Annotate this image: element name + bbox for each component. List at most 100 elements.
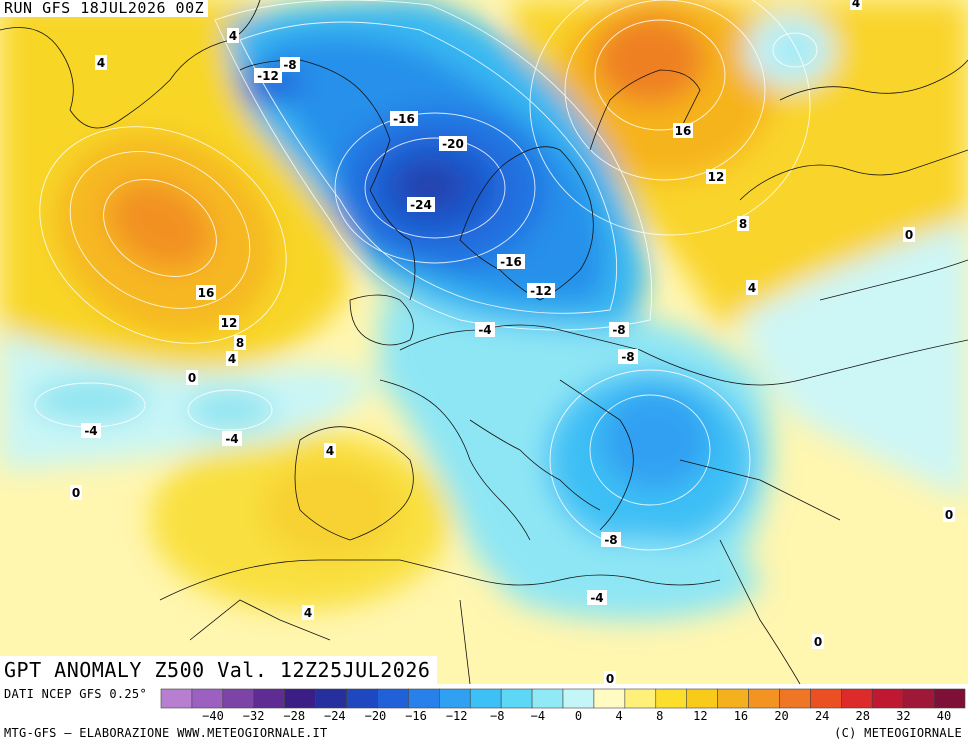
contour-label-bg <box>196 285 216 300</box>
contour-label-bg <box>903 227 915 242</box>
colorbar-tick-label: 40 <box>937 709 951 723</box>
colorbar-swatch <box>253 688 285 709</box>
contour-label: 16 <box>198 286 215 300</box>
colorbar-tick-label: 24 <box>815 709 829 723</box>
colorbar-swatch <box>500 688 533 709</box>
contour-label: -8 <box>621 350 634 364</box>
colorbar-swatch <box>469 688 502 709</box>
contour-label: -20 <box>442 137 464 151</box>
contour-label: 4 <box>229 29 237 43</box>
source-text: DATI NCEP GFS 0.25° <box>4 687 147 701</box>
colorbar-swatch <box>717 688 749 709</box>
contour-label: 4 <box>748 281 756 295</box>
contour-label-bg <box>497 254 525 269</box>
anomaly-shading <box>0 0 968 620</box>
contour-label-bg <box>324 443 336 458</box>
contour-label-bg <box>390 111 418 126</box>
colorbar-swatch <box>346 688 378 709</box>
contour-label-bg <box>95 55 107 70</box>
colorbar-swatch <box>160 688 193 709</box>
contour-label-bg <box>254 68 282 83</box>
colorbar-swatch <box>593 688 626 709</box>
colorbar-tick-label: 28 <box>856 709 870 723</box>
colorbar-swatch <box>933 688 966 709</box>
contour-label-bg <box>475 322 495 337</box>
colorbar-swatch <box>624 688 657 709</box>
colorbar-tick-label: −12 <box>446 709 468 723</box>
contour-label: 12 <box>221 316 238 330</box>
contour-label-bg <box>81 423 101 438</box>
colorbar-swatch <box>222 688 255 709</box>
colorbar-tick-label: −8 <box>490 709 504 723</box>
contour-label: 4 <box>304 606 312 620</box>
colorbar-tick-label: −20 <box>365 709 387 723</box>
contour-label: -4 <box>225 432 238 446</box>
colorbar-swatch <box>531 688 564 709</box>
colorbar-swatch <box>779 688 811 709</box>
contour-label-bg <box>222 431 242 446</box>
contour-label-bg <box>234 335 246 350</box>
contour-label-bg <box>587 590 607 605</box>
contour-label: -4 <box>84 424 97 438</box>
contour-label: -8 <box>283 58 296 72</box>
contour-label-bg <box>439 136 467 151</box>
colorbar-tick-label: 32 <box>896 709 910 723</box>
colorbar-swatch <box>191 688 224 709</box>
colorbar-tick-label: 12 <box>693 709 707 723</box>
colorbar-tick-label: 0 <box>575 709 582 723</box>
colorbar-swatch <box>686 688 718 709</box>
contour-label: -24 <box>410 198 432 212</box>
contour-label-bg <box>746 280 758 295</box>
contour-label: -12 <box>530 284 552 298</box>
contour-label: 0 <box>72 486 80 500</box>
colorbar-tick-label: 4 <box>615 709 622 723</box>
map-title: GPT ANOMALY Z500 Val. 12Z25JUL2026 <box>0 656 437 684</box>
colorbar-tick-label: −32 <box>243 709 265 723</box>
credit-left: MTG-GFS — ELABORAZIONE WWW.METEOGIORNALE… <box>4 726 328 740</box>
contour-label: -16 <box>500 255 522 269</box>
contour-label: 0 <box>905 228 913 242</box>
colorbar: −40 −32 −28 −24 −20 −16 −12 −8 −4 0 4 8 12 16 20 24 28 32… <box>160 688 966 723</box>
footer: DATI NCEP GFS 0.25° −40 −32 −28 −24 −20 −16 −1… <box>0 684 968 745</box>
colorbar-swatch <box>439 688 471 709</box>
colorbar-swatch <box>655 688 687 709</box>
contour-label: 0 <box>188 371 196 385</box>
colorbar-swatch <box>562 688 595 709</box>
colorbar-tick-label: −28 <box>283 709 305 723</box>
contour-lines <box>34 0 818 551</box>
contour-label: 16 <box>675 124 692 138</box>
colorbar-swatch <box>748 688 780 709</box>
contour-label: 0 <box>945 508 953 522</box>
contour-label: 12 <box>708 170 725 184</box>
contour-label: 4 <box>852 0 860 10</box>
colorbar-swatch <box>871 688 904 709</box>
contour-label: -4 <box>478 323 491 337</box>
contour-label-bg <box>186 370 198 385</box>
colorbar-tick-label: −16 <box>405 709 427 723</box>
contour-label-bg <box>226 351 238 366</box>
contour-label-bg <box>302 605 314 620</box>
credit-right: (C) METEOGIORNALE <box>834 726 962 740</box>
contour-label: 4 <box>326 444 334 458</box>
contour-label-bg <box>604 671 616 684</box>
contour-label: 4 <box>97 56 105 70</box>
colorbar-swatch <box>902 688 935 709</box>
colorbar-tick-label: 8 <box>656 709 663 723</box>
contour-label: 0 <box>606 672 614 684</box>
contour-label-bg <box>609 322 629 337</box>
contour-label: -8 <box>604 533 617 547</box>
contour-label: 8 <box>236 336 244 350</box>
colorbar-tick-label: −4 <box>531 709 545 723</box>
contour-label-bg <box>850 0 862 10</box>
contour-label-bg <box>618 349 638 364</box>
contour-label: 8 <box>739 217 747 231</box>
contour-label: -8 <box>612 323 625 337</box>
colorbar-tick-label: 20 <box>774 709 788 723</box>
contour-label-bg <box>943 507 955 522</box>
contour-label: 4 <box>228 352 236 366</box>
colorbar-swatch <box>841 688 873 709</box>
contour-label-bg <box>407 197 435 212</box>
contour-label-bg <box>601 532 621 547</box>
